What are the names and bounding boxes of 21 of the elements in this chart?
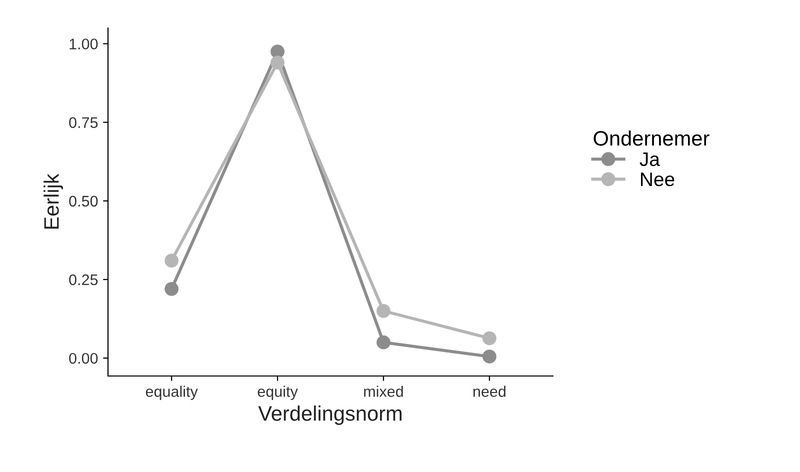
y-tick-label: 0.50 [69, 196, 98, 207]
y-tick-label: 0.00 [69, 352, 98, 364]
point [270, 56, 284, 70]
x-tick-label: equity [258, 386, 298, 400]
x-tick-label: need [473, 386, 506, 397]
legend-label: Nee [641, 172, 674, 186]
point [482, 350, 496, 364]
y-tick-label: 0.25 [69, 274, 98, 286]
legend-label: Ja [640, 152, 660, 166]
y-tick-label: 0.75 [69, 117, 98, 128]
x-tick-label: equality [146, 386, 198, 400]
x-tick-label: mixed [364, 386, 403, 397]
x-axis-title: Verdelingsnorm [258, 406, 402, 425]
y-axis-title: Eerlijk [44, 174, 63, 229]
point [376, 304, 390, 318]
point [164, 254, 179, 268]
y-tick-label: 1.00 [70, 38, 98, 50]
point [482, 331, 496, 346]
point [376, 335, 390, 350]
legend-title: Ondernemer [594, 130, 710, 146]
point [164, 282, 179, 296]
